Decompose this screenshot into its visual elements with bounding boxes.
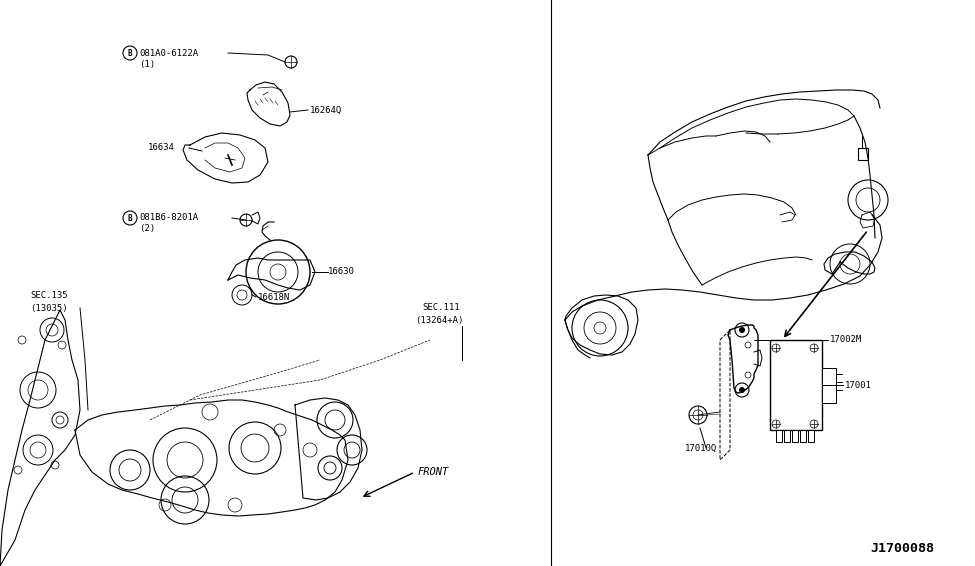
Text: (13264+A): (13264+A) bbox=[415, 315, 463, 324]
FancyBboxPatch shape bbox=[776, 430, 782, 442]
Text: 17010Q: 17010Q bbox=[685, 444, 718, 452]
Circle shape bbox=[739, 387, 745, 393]
Text: 16264Q: 16264Q bbox=[310, 105, 342, 114]
Text: B: B bbox=[128, 214, 133, 223]
Text: (13035): (13035) bbox=[30, 303, 67, 312]
Text: 17001: 17001 bbox=[845, 380, 872, 389]
FancyBboxPatch shape bbox=[858, 148, 868, 160]
Text: 081A0-6122A: 081A0-6122A bbox=[139, 49, 198, 58]
Text: 17002M: 17002M bbox=[830, 336, 862, 345]
FancyBboxPatch shape bbox=[784, 430, 790, 442]
Text: (2): (2) bbox=[139, 225, 155, 234]
Circle shape bbox=[739, 327, 745, 333]
Text: 081B6-8201A: 081B6-8201A bbox=[139, 213, 198, 222]
FancyBboxPatch shape bbox=[822, 368, 836, 403]
Text: 16634: 16634 bbox=[148, 144, 175, 152]
Text: 16630: 16630 bbox=[328, 268, 355, 277]
FancyBboxPatch shape bbox=[800, 430, 806, 442]
Text: FRONT: FRONT bbox=[418, 467, 449, 477]
Text: SEC.111: SEC.111 bbox=[422, 303, 459, 312]
Text: J1700088: J1700088 bbox=[870, 542, 934, 555]
Text: 16618N: 16618N bbox=[258, 293, 291, 302]
FancyBboxPatch shape bbox=[770, 340, 822, 430]
Text: (1): (1) bbox=[139, 59, 155, 68]
Text: SEC.135: SEC.135 bbox=[30, 290, 67, 299]
FancyBboxPatch shape bbox=[808, 430, 814, 442]
FancyBboxPatch shape bbox=[792, 430, 798, 442]
Text: B: B bbox=[128, 49, 133, 58]
